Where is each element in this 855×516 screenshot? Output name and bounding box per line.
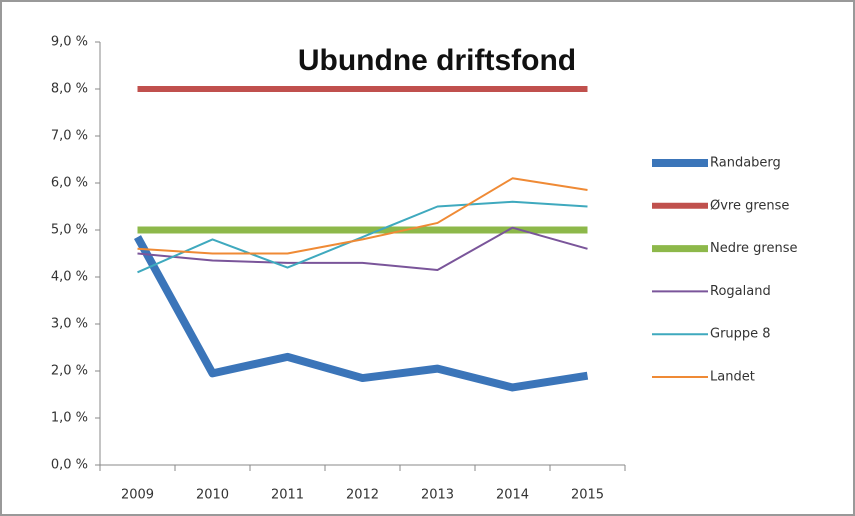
y-tick-label: 2,0 % xyxy=(51,364,88,379)
legend-label: Randaberg xyxy=(710,156,781,171)
x-tick-label: 2010 xyxy=(196,488,229,503)
y-tick-label: 6,0 % xyxy=(51,176,88,191)
x-tick-label: 2015 xyxy=(571,488,604,503)
legend-label: Nedre grense xyxy=(710,241,797,256)
x-tick-label: 2009 xyxy=(121,488,154,503)
legend-label: Øvre grense xyxy=(710,198,789,213)
y-tick-label: 3,0 % xyxy=(51,317,88,332)
y-tick-label: 9,0 % xyxy=(51,35,88,50)
series-line xyxy=(137,200,588,274)
series-line xyxy=(137,226,588,271)
legend-label: Gruppe 8 xyxy=(710,327,771,342)
legend-label: Rogaland xyxy=(710,284,771,299)
y-tick-label: 7,0 % xyxy=(51,129,88,144)
x-tick-label: 2013 xyxy=(421,488,454,503)
legend-label: Landet xyxy=(710,370,755,385)
x-tick-label: 2011 xyxy=(271,488,304,503)
y-tick-label: 8,0 % xyxy=(51,82,88,97)
x-tick-label: 2014 xyxy=(496,488,529,503)
x-tick-label: 2012 xyxy=(346,488,379,503)
series-line xyxy=(133,235,589,392)
series-line xyxy=(137,177,588,255)
chart-title: Ubundne driftsfond xyxy=(298,44,576,77)
y-tick-label: 4,0 % xyxy=(51,270,88,285)
y-tick-label: 5,0 % xyxy=(51,223,88,238)
y-tick-label: 0,0 % xyxy=(51,458,88,473)
y-tick-label: 1,0 % xyxy=(51,411,88,426)
